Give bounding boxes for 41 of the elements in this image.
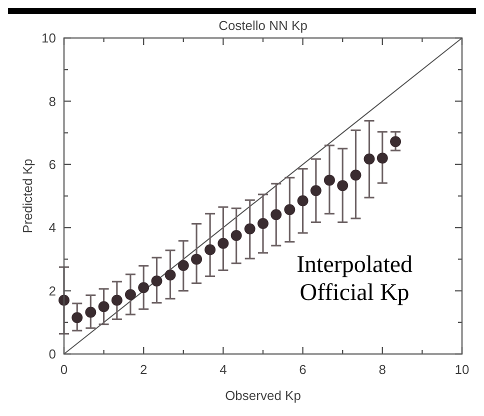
point xyxy=(178,260,189,272)
x-tick-label: 2 xyxy=(140,362,148,377)
point xyxy=(138,282,150,294)
point xyxy=(310,185,322,196)
point xyxy=(337,180,348,192)
point xyxy=(350,170,362,181)
annotation: Interpolated Official Kp xyxy=(296,252,413,306)
point xyxy=(297,195,308,206)
point xyxy=(164,270,176,280)
point xyxy=(258,218,268,229)
y-tick-label: 4 xyxy=(48,220,56,236)
x-tick-label: 4 xyxy=(220,362,227,377)
point xyxy=(230,230,242,241)
point xyxy=(284,204,296,216)
point xyxy=(151,276,162,287)
x-tick-label: 6 xyxy=(299,362,306,377)
y-tick-label: 6 xyxy=(48,156,56,172)
point xyxy=(124,289,136,300)
y-axis-title: Predicted Kp xyxy=(20,158,35,234)
x-axis-title: Observed Kp xyxy=(225,388,301,403)
point xyxy=(111,294,122,306)
point xyxy=(270,209,282,220)
point xyxy=(204,244,216,256)
point xyxy=(390,136,402,148)
point xyxy=(376,152,388,164)
point xyxy=(98,301,110,312)
point xyxy=(364,154,375,165)
point xyxy=(324,174,335,186)
x-tick-label: 8 xyxy=(378,362,386,377)
y-tick-label: 10 xyxy=(42,30,56,46)
point xyxy=(85,306,96,318)
point xyxy=(218,238,229,249)
y-tick-label: 8 xyxy=(48,94,56,109)
chart-title: Costello NN Kp xyxy=(218,18,308,33)
y-tick-label: 0 xyxy=(48,346,56,362)
y-tick-label: 2 xyxy=(48,283,56,298)
x-tick-label: 0 xyxy=(60,362,68,377)
point xyxy=(191,254,202,265)
point xyxy=(244,223,256,234)
point xyxy=(72,312,83,324)
x-tick-label: 10 xyxy=(454,362,470,377)
